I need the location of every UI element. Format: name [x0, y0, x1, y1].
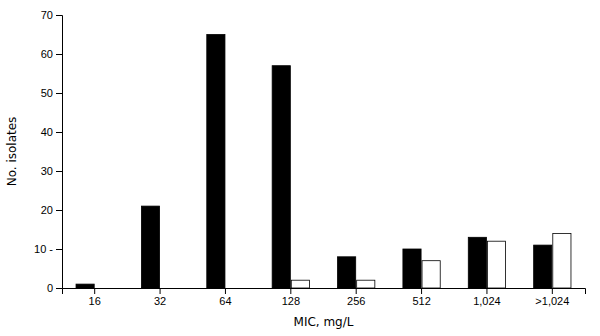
tick: 64 [219, 288, 231, 307]
bars [76, 35, 571, 289]
tick-label: 30 [41, 165, 53, 177]
tick-label: 1,024 [473, 295, 501, 307]
tick-label: 60 [41, 48, 53, 60]
tick: 40 [41, 126, 62, 138]
plot: 16 32 64 128 256 512 1,024 >1,024 0 10 - 20 30 40 50 6… [34, 9, 585, 307]
tick-label: 512 [412, 295, 430, 307]
tick: 20 [41, 204, 62, 216]
tick-mark [56, 288, 62, 289]
bar [487, 241, 505, 288]
bar [272, 66, 290, 288]
tick: 16 [89, 288, 101, 307]
bar [291, 280, 309, 288]
bar [553, 233, 571, 288]
tick: >1,024 [535, 288, 569, 307]
series [76, 35, 552, 289]
y-axis: 0 10 - 20 30 40 50 60 70 [34, 9, 62, 294]
bar [357, 280, 375, 288]
series [291, 233, 571, 288]
axis-line [63, 289, 586, 295]
bar [338, 257, 356, 288]
tick-label: 20 [41, 204, 53, 216]
tick: 50 [41, 87, 62, 99]
bar [422, 261, 440, 288]
axis-line [56, 16, 63, 289]
bar [76, 284, 94, 288]
tick-label: 128 [282, 295, 300, 307]
tick-label: 32 [154, 295, 166, 307]
y-axis-title: No. isolates [5, 117, 19, 187]
tick-mark [356, 288, 357, 294]
tick-mark [160, 288, 161, 294]
tick-mark [225, 288, 226, 294]
tick: 10 - [34, 243, 62, 255]
bar [207, 35, 225, 289]
tick-label: 16 [89, 295, 101, 307]
tick-label: 70 [41, 9, 53, 21]
tick-mark [56, 54, 62, 55]
tick-label: 10 - [34, 243, 53, 255]
chart: 16 32 64 128 256 512 1,024 >1,024 0 10 - 20 30 40 50 6… [0, 0, 600, 336]
tick: 1,024 [473, 288, 501, 307]
tick: 512 [412, 288, 430, 307]
bar [226, 288, 244, 289]
tick: 60 [41, 48, 62, 60]
tick-mark [56, 171, 62, 172]
tick-mark [56, 210, 62, 211]
x-axis-title: MIC, mg/L [294, 315, 354, 329]
x-axis: 16 32 64 128 256 512 1,024 >1,024 [63, 288, 586, 307]
tick: 256 [347, 288, 365, 307]
tick-label: >1,024 [535, 295, 569, 307]
bar [534, 245, 552, 288]
bar [95, 288, 113, 289]
bar [141, 206, 159, 288]
tick: 70 [41, 9, 62, 21]
bar [403, 249, 421, 288]
tick-label: 0 [47, 282, 53, 294]
bar [161, 288, 179, 289]
tick: 0 [47, 282, 62, 294]
tick-mark [290, 288, 291, 294]
tick-mark [56, 249, 62, 250]
bar [468, 237, 486, 288]
tick: 128 [282, 288, 300, 307]
tick: 30 [41, 165, 62, 177]
tick: 32 [154, 288, 166, 307]
tick-mark [552, 288, 553, 294]
tick-mark [94, 288, 95, 294]
tick-label: 256 [347, 295, 365, 307]
tick-mark [56, 93, 62, 94]
tick-mark [56, 132, 62, 133]
tick-mark [421, 288, 422, 294]
tick-mark [486, 288, 487, 294]
tick-label: 50 [41, 87, 53, 99]
tick-label: 64 [219, 295, 231, 307]
tick-mark [56, 15, 62, 16]
tick-label: 40 [41, 126, 53, 138]
